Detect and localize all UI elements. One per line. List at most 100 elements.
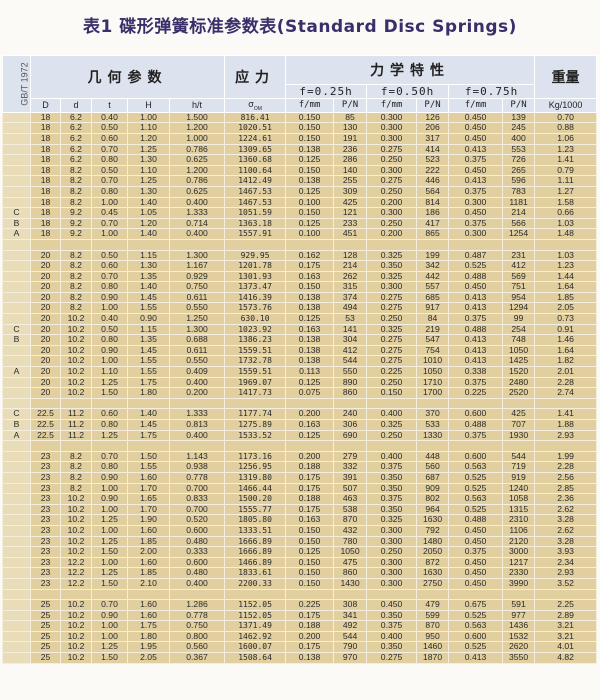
grade-cell	[2, 291, 31, 304]
table-cell: 20	[30, 249, 61, 262]
table-cell: 1050	[333, 546, 368, 558]
table-cell	[60, 588, 92, 601]
table-cell: 0.175	[285, 260, 335, 272]
table-cell: 214	[502, 207, 536, 219]
table-cell: 8.2	[60, 461, 92, 473]
table-row: 25 10.2 1.50 2.05 0.367 1508.64 0.138 970 0.275 1…	[2, 652, 598, 664]
table-cell	[333, 440, 368, 452]
grade-cell	[2, 376, 31, 389]
table-cell: 2310	[502, 514, 536, 526]
table-cell: 1181	[502, 196, 536, 209]
table-cell: 0.833	[168, 493, 226, 505]
table-cell: 1870	[416, 652, 450, 664]
table-cell: 25	[30, 641, 61, 654]
table-cell: 1630	[416, 514, 450, 526]
table-cell: 391	[333, 472, 368, 484]
table-cell: 1.250	[168, 313, 226, 325]
table-cell: 1.06	[534, 133, 598, 145]
table-cell: 917	[416, 302, 450, 315]
table-cell: 1.200	[168, 122, 226, 134]
table-cell	[168, 238, 226, 251]
table-cell: 0.300	[366, 577, 418, 590]
table-cell: 816.41	[224, 111, 287, 124]
table-cell	[502, 588, 536, 601]
table-cell: 1930	[502, 429, 536, 442]
table-cell	[127, 440, 170, 452]
table-cell: 557	[416, 281, 450, 293]
table-row: 23 12.2 1.50 2.10 0.400 2200.33 0.150 1430 0.300…	[2, 577, 598, 590]
table-cell: 1.333	[168, 207, 226, 219]
table-cell: 1.25	[127, 175, 170, 187]
table-cell: 3550	[502, 652, 536, 664]
grade-cell: C	[2, 408, 31, 420]
table-cell: 0.138	[285, 302, 335, 315]
table-cell: 10.2	[60, 535, 92, 548]
table-cell	[448, 588, 504, 601]
table-cell: 0.250	[366, 185, 418, 198]
column-header-t: t	[91, 98, 128, 113]
table-cell: 1.55	[127, 461, 170, 473]
table-cell: 1.333	[168, 408, 226, 420]
table-cell: 10.2	[60, 641, 92, 654]
table-row: 20 8.2 0.90 1.45 0.611 1416.39 0.138 374 0.275 68…	[2, 291, 598, 304]
table-cell: 1.75	[127, 376, 170, 389]
table-cell: 265	[502, 164, 536, 177]
table-cell: 792	[416, 524, 450, 537]
table-cell: 0.150	[285, 111, 335, 124]
table-cell: 1.25	[127, 143, 170, 156]
table-cell: 2.62	[534, 524, 598, 537]
table-cell: 0.125	[285, 429, 335, 442]
table-cell: 1559.51	[224, 344, 287, 357]
table-cell: 0.450	[448, 207, 504, 219]
table-cell	[224, 588, 287, 601]
table-cell: 18	[30, 164, 61, 177]
table-cell: 1.75	[127, 429, 170, 442]
table-cell: 1.00	[91, 630, 128, 643]
grade-cell	[2, 355, 31, 368]
table-cell: 0.150	[285, 524, 335, 537]
table-cell: 0.700	[168, 482, 226, 495]
table-cell: 255	[333, 175, 368, 187]
table-cell: 0.375	[366, 620, 418, 632]
table-cell: 1.95	[127, 641, 170, 654]
table-cell: 0.611	[168, 291, 226, 304]
table-cell: 1.25	[91, 376, 128, 389]
table-cell: 751	[502, 281, 536, 293]
table-cell: 23	[30, 450, 61, 463]
table-cell: 0.488	[448, 270, 504, 283]
table-cell: 23	[30, 556, 61, 569]
grade-cell	[2, 238, 31, 251]
table-cell: 0.350	[366, 609, 418, 622]
table-cell: 0.375	[448, 185, 504, 198]
table-cell: 4.01	[534, 641, 598, 654]
table-cell: 10.2	[60, 546, 92, 558]
table-cell: 0.163	[285, 514, 335, 526]
table-cell: 0.275	[366, 175, 418, 187]
table-cell: 1.70	[127, 503, 170, 516]
grade-cell	[2, 535, 31, 548]
grade-cell: B	[2, 334, 31, 346]
table-cell: 533	[416, 419, 450, 431]
table-cell: 0.188	[285, 620, 335, 632]
table-cell: 1.85	[127, 535, 170, 548]
table-cell: 0.338	[448, 366, 504, 378]
table-cell: 8.2	[60, 291, 92, 304]
table-cell: 0.88	[534, 122, 598, 134]
table-cell: 0.138	[285, 143, 335, 156]
table-cell: 1.35	[127, 270, 170, 283]
table-cell: 18	[30, 133, 61, 145]
table-cell: 0.125	[285, 217, 335, 230]
standard-label: GB/T 1972	[2, 55, 31, 113]
grade-cell	[2, 599, 31, 611]
table-cell: 1.00	[91, 355, 128, 368]
table-row: 18 6.2 0.50 1.10 1.200 1020.51 0.150 130 0.300 20…	[2, 122, 598, 134]
grade-cell: B	[2, 419, 31, 431]
table-cell: 25	[30, 599, 61, 611]
table-cell: 2.10	[127, 577, 170, 590]
table-cell: 1557.91	[224, 228, 287, 240]
grade-cell	[2, 652, 31, 664]
table-cell: 1.30	[127, 185, 170, 198]
table-cell: 8.2	[60, 270, 92, 283]
table-cell: 783	[502, 185, 536, 198]
table-cell	[502, 397, 536, 410]
